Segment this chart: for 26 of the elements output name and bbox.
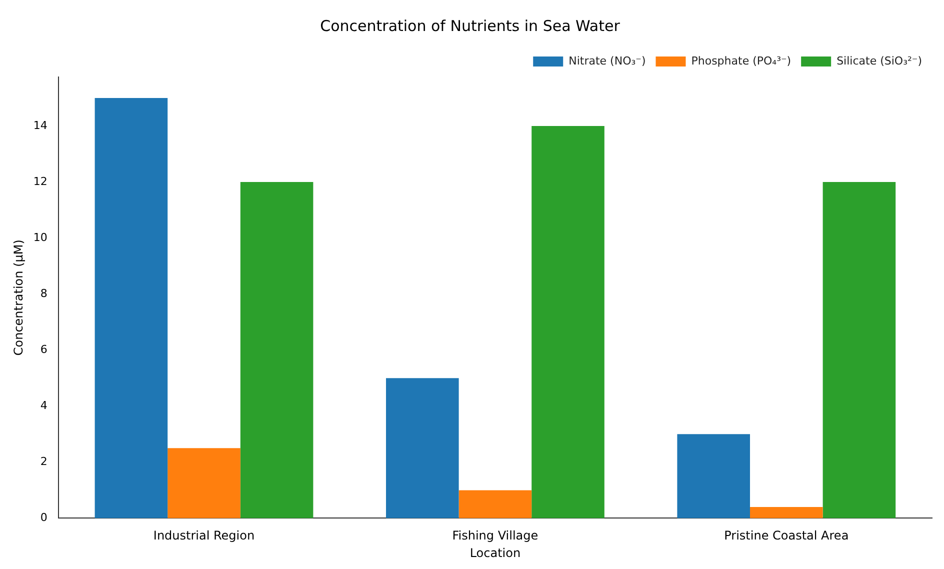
y-tick-label: 4 (40, 399, 48, 412)
legend-label: Silicate (SiO₃²⁻) (836, 54, 922, 68)
x-axis-title: Location (470, 546, 521, 560)
y-tick-label: 6 (40, 342, 48, 356)
bar (386, 378, 459, 518)
bar (750, 506, 823, 518)
bar (532, 126, 604, 518)
y-tick-label: 2 (40, 455, 48, 468)
bar (822, 182, 896, 518)
legend-label: Phosphate (PO₄³⁻) (691, 54, 792, 68)
bar (458, 490, 532, 518)
x-tick-label: Industrial Region (153, 528, 255, 543)
y-tick-label: 10 (33, 230, 48, 244)
legend-label: Nitrate (NO₃⁻) (568, 54, 646, 68)
x-tick-label: Pristine Coastal Area (724, 528, 849, 543)
x-tick-label: Fishing Village (452, 528, 538, 543)
bar (240, 182, 314, 518)
y-tick-label: 14 (33, 118, 48, 132)
bar (94, 98, 168, 518)
y-tick-label: 0 (40, 511, 48, 524)
bar (677, 434, 750, 518)
bar (168, 448, 240, 518)
y-tick-label: 12 (33, 174, 48, 188)
y-axis-title: Concentration (µM) (11, 240, 26, 356)
y-tick-label: 8 (40, 286, 48, 300)
chart-title: Concentration of Nutrients in Sea Water (320, 16, 621, 35)
